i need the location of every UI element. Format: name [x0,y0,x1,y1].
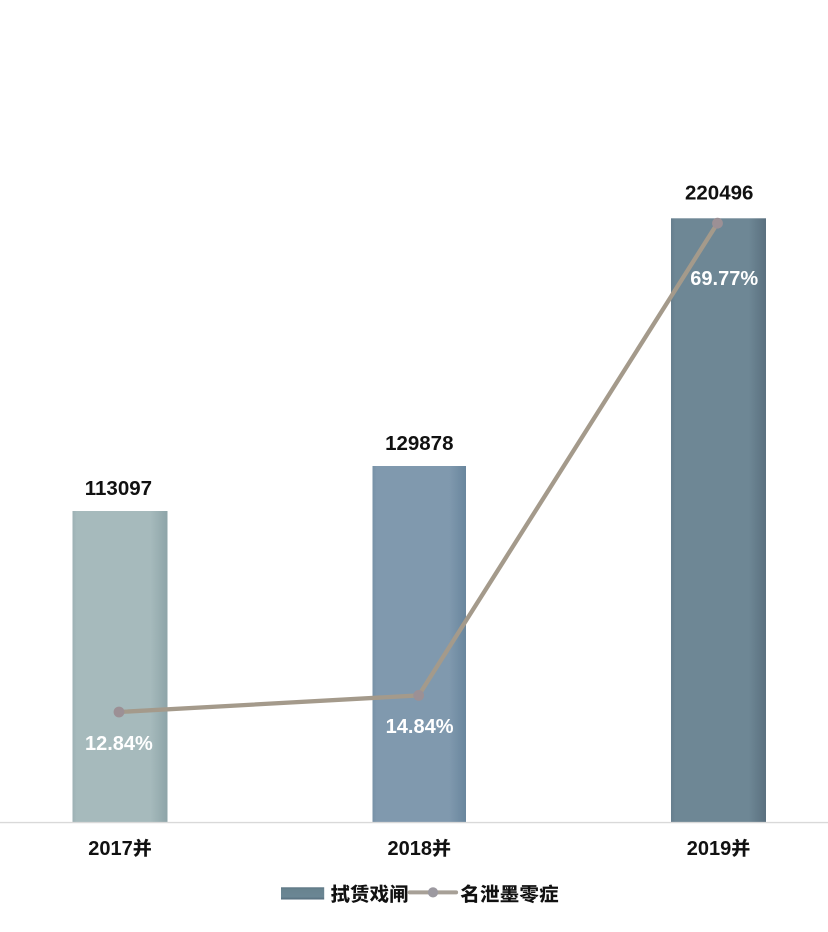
svg-text:69.77%: 69.77% [690,268,758,290]
svg-text:220496: 220496 [685,182,753,205]
svg-text:14.84%: 14.84% [386,716,454,738]
svg-text:113097: 113097 [85,477,152,500]
svg-text:12.84%: 12.84% [85,733,153,755]
svg-text:2019: 2019 [687,838,732,860]
svg-text:129878: 129878 [385,432,453,455]
svg-text:2018: 2018 [388,838,433,860]
svg-text:2017: 2017 [88,838,133,860]
